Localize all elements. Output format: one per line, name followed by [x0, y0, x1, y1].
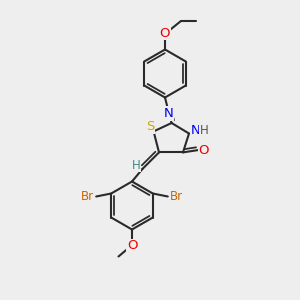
Text: N: N [164, 107, 173, 120]
Text: H: H [131, 159, 140, 172]
Text: H: H [200, 124, 208, 137]
Text: O: O [199, 143, 209, 157]
Text: O: O [160, 27, 170, 40]
Text: O: O [127, 239, 137, 252]
Text: Br: Br [81, 190, 94, 203]
Text: N: N [191, 124, 200, 137]
Text: S: S [146, 120, 155, 134]
Text: Br: Br [170, 190, 183, 203]
